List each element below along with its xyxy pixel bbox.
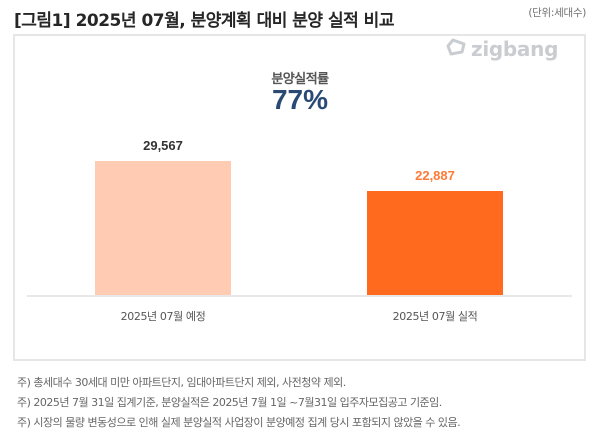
bar-planned	[95, 161, 231, 296]
sales-rate-value: 77%	[271, 84, 329, 115]
logo-text: zigbang	[471, 37, 559, 61]
footnote: 주) 2025년 7월 31일 집계기준, 분양실적은 2025년 7월 1일 …	[17, 396, 442, 409]
bar-value-actual: 22,887	[415, 168, 455, 183]
chart-title: [그림1] 2025년 07월, 분양계획 대비 분양 실적 비교	[14, 11, 394, 31]
x-axis-baseline	[27, 295, 572, 297]
footnotes: 주) 총세대수 30세대 미만 아파트단지, 임대아파트단지 제외, 사전청약 …	[17, 373, 461, 433]
sales-rate-label: 분양실적률	[271, 72, 329, 87]
category-label-planned: 2025년 07월 예정	[120, 310, 206, 323]
footnote: 주) 총세대수 30세대 미만 아파트단지, 임대아파트단지 제외, 사전청약 …	[17, 376, 346, 389]
bar-value-planned: 29,567	[143, 138, 183, 153]
zigbang-logo: zigbang	[445, 37, 559, 61]
footnote: 주) 시장의 물량 변동성으로 인해 실제 분양실적 사업장이 분양예정 집계 …	[17, 416, 461, 429]
bar-actual	[367, 191, 503, 296]
category-label-actual: 2025년 07월 실적	[392, 310, 478, 323]
zigbang-logo-icon	[445, 37, 467, 61]
unit-label: (단위:세대수)	[528, 7, 586, 19]
